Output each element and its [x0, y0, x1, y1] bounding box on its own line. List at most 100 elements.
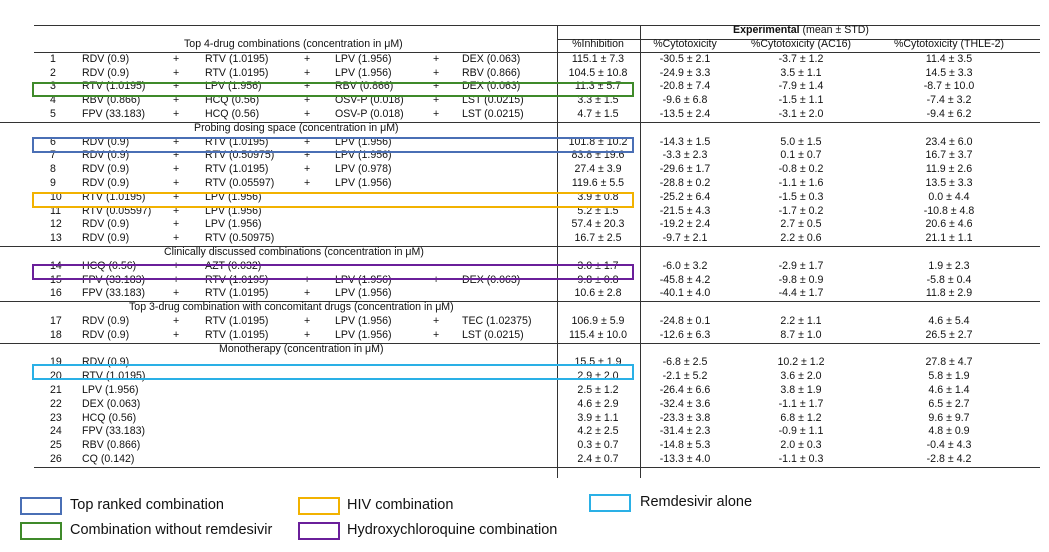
cyto-thle-cell: 11.4 ± 3.5: [925, 52, 973, 65]
legend-label: Top ranked combination: [70, 497, 224, 513]
cyto-ac16-cell: -0.8 ± 0.2: [778, 163, 824, 176]
cyto-thle-cell: -5.8 ± 0.4: [926, 273, 972, 286]
section-title: Top 3-drug combination with concomitant …: [129, 301, 454, 314]
drug-cell: LPV (1.956): [335, 66, 392, 79]
cyto-ac16-cell: 5.0 ± 1.5: [780, 135, 822, 148]
col-separator: [640, 26, 641, 478]
row-number: 2: [50, 66, 56, 79]
table-body: 1 RDV (0.9) + RTV (1.0195) + LPV (1.956) + DEX …: [0, 51, 1040, 468]
cyto-ac16-cell: 3.6 ± 2.0: [780, 370, 822, 383]
section-rule: [0, 301, 1040, 303]
cytotoxicity-cell: -12.6 ± 6.3: [659, 328, 711, 341]
row-number: 5: [50, 107, 56, 120]
cytotoxicity-cell: -32.4 ± 3.6: [659, 397, 711, 410]
drug-cell: LPV (1.956): [335, 176, 392, 189]
table-row: 5 FPV (33.183) + HCQ (0.56) + OSV-P (0.018) + L…: [34, 108, 1040, 122]
plus-sign: +: [173, 328, 180, 341]
cyto-ac16-cell: 3.5 ± 1.1: [780, 66, 822, 79]
plus-sign: +: [433, 107, 440, 120]
cyto-thle-cell: 23.4 ± 6.0: [925, 135, 973, 148]
drug-cell: RTV (1.0195): [205, 328, 269, 341]
drug-cell: RTV (1.0195): [205, 314, 269, 327]
inhibition-cell: 3.9 ± 1.1: [577, 411, 619, 424]
row-number: 18: [50, 328, 62, 341]
col-header-inhibition: %Inhibition: [572, 38, 624, 50]
cyto-thle-cell: -0.4 ± 4.3: [926, 439, 972, 452]
cytotoxicity-cell: -40.1 ± 4.0: [659, 287, 711, 300]
drug-cell: DEX (0.063): [82, 397, 141, 410]
cyto-thle-cell: 0.0 ± 4.4: [928, 190, 970, 203]
legend-swatch-yellow: [298, 497, 340, 515]
drug-cell: OSV-P (0.018): [335, 107, 404, 120]
plus-sign: +: [433, 52, 440, 65]
cytotoxicity-cell: -14.8 ± 5.3: [659, 439, 711, 452]
drug-cell: LPV (1.956): [205, 218, 262, 231]
drug-cell: RDV (0.9): [82, 176, 130, 189]
legend-label: HIV combination: [347, 497, 454, 513]
inhibition-cell: 0.3 ± 0.7: [577, 439, 619, 452]
section-rule: [0, 121, 1040, 123]
table-row: 25 RBV (0.866) 0.3 ± 0.7 -14.8 ± 5.3 2.0 ± 0…: [34, 439, 1040, 453]
drug-cell: OSV-P (0.018): [335, 94, 404, 107]
cyto-thle-cell: 26.5 ± 2.7: [925, 328, 973, 341]
cyto-ac16-cell: -1.7 ± 0.2: [778, 204, 824, 217]
table-row: 23 HCQ (0.56) 3.9 ± 1.1 -23.3 ± 3.8 6.8 ± 1.…: [34, 412, 1040, 426]
cyto-thle-cell: 1.9 ± 2.3: [928, 259, 970, 272]
plus-sign: +: [433, 94, 440, 107]
results-table: Experimental (mean ± STD) Top 4-drug com…: [0, 24, 1040, 468]
plus-sign: +: [173, 232, 180, 245]
plus-sign: +: [433, 314, 440, 327]
cyto-ac16-cell: 2.0 ± 0.3: [780, 439, 822, 452]
cytotoxicity-cell: -19.2 ± 2.4: [659, 218, 711, 231]
row-number: 7: [50, 149, 56, 162]
cyto-thle-cell: 5.8 ± 1.9: [928, 370, 970, 383]
plus-sign: +: [304, 94, 311, 107]
row-number: 24: [50, 425, 62, 438]
table-row: 21 LPV (1.956) 2.5 ± 1.2 -26.4 ± 6.6 3.8 ± 1…: [34, 384, 1040, 398]
cytotoxicity-cell: -20.8 ± 7.4: [659, 80, 711, 93]
plus-sign: +: [173, 176, 180, 189]
inhibition-cell: 57.4 ± 20.3: [571, 218, 625, 231]
row-number: 19: [50, 356, 62, 369]
drug-cell: RBV (0.866): [82, 439, 141, 452]
cytotoxicity-cell: -6.0 ± 3.2: [662, 259, 708, 272]
plus-sign: +: [304, 107, 311, 120]
row-number: 26: [50, 452, 62, 465]
drug-cell: RTV (1.0195): [205, 66, 269, 79]
header-row-2: Top 4-drug combinations (concentration i…: [34, 38, 1040, 52]
cyto-ac16-cell: -2.9 ± 1.7: [778, 259, 824, 272]
highlight-top-ranked: [32, 137, 634, 153]
cyto-ac16-cell: -9.8 ± 0.9: [778, 273, 824, 286]
drug-cell: LST (0.0215): [462, 328, 524, 341]
cytotoxicity-cell: -31.4 ± 2.3: [659, 425, 711, 438]
drug-cell: DEX (0.063): [462, 52, 521, 65]
drug-cell: RDV (0.9): [82, 66, 130, 79]
section-title: Clinically discussed combinations (conce…: [164, 245, 424, 258]
inhibition-cell: 2.4 ± 0.7: [577, 452, 619, 465]
cyto-thle-cell: 6.5 ± 2.7: [928, 397, 970, 410]
section-rule: [0, 342, 1040, 344]
cytotoxicity-cell: -25.2 ± 6.4: [659, 190, 711, 203]
drug-cell: RDV (0.9): [82, 52, 130, 65]
cyto-ac16-cell: -1.5 ± 0.3: [778, 190, 824, 203]
header-bottom-rule: [34, 51, 1040, 53]
plus-sign: +: [304, 80, 311, 93]
table-row: 17 RDV (0.9) + RTV (1.0195) + LPV (1.956) + TEC…: [34, 315, 1040, 329]
plus-sign: +: [304, 328, 311, 341]
drug-cell: HCQ (0.56): [205, 94, 260, 107]
plus-sign: +: [173, 149, 180, 162]
table-row: 15 FPV (33.183) + RTV (1.0195) + LPV (1.956) +…: [34, 274, 1040, 288]
plus-sign: +: [173, 287, 180, 300]
drug-cell: TEC (1.02375): [462, 314, 532, 327]
plus-sign: +: [173, 66, 180, 79]
legend-swatch-green: [20, 522, 62, 540]
cyto-thle-cell: -8.7 ± 10.0: [923, 80, 975, 93]
legend-swatch-purple: [298, 522, 340, 540]
inhibition-cell: 119.6 ± 5.5: [571, 176, 625, 189]
drug-cell: RDV (0.9): [82, 163, 130, 176]
cyto-thle-cell: 13.5 ± 3.3: [925, 176, 973, 189]
plus-sign: +: [304, 163, 311, 176]
cytotoxicity-cell: -30.5 ± 2.1: [659, 52, 711, 65]
plus-sign: +: [433, 66, 440, 79]
cyto-ac16-cell: 8.7 ± 1.0: [780, 328, 822, 341]
